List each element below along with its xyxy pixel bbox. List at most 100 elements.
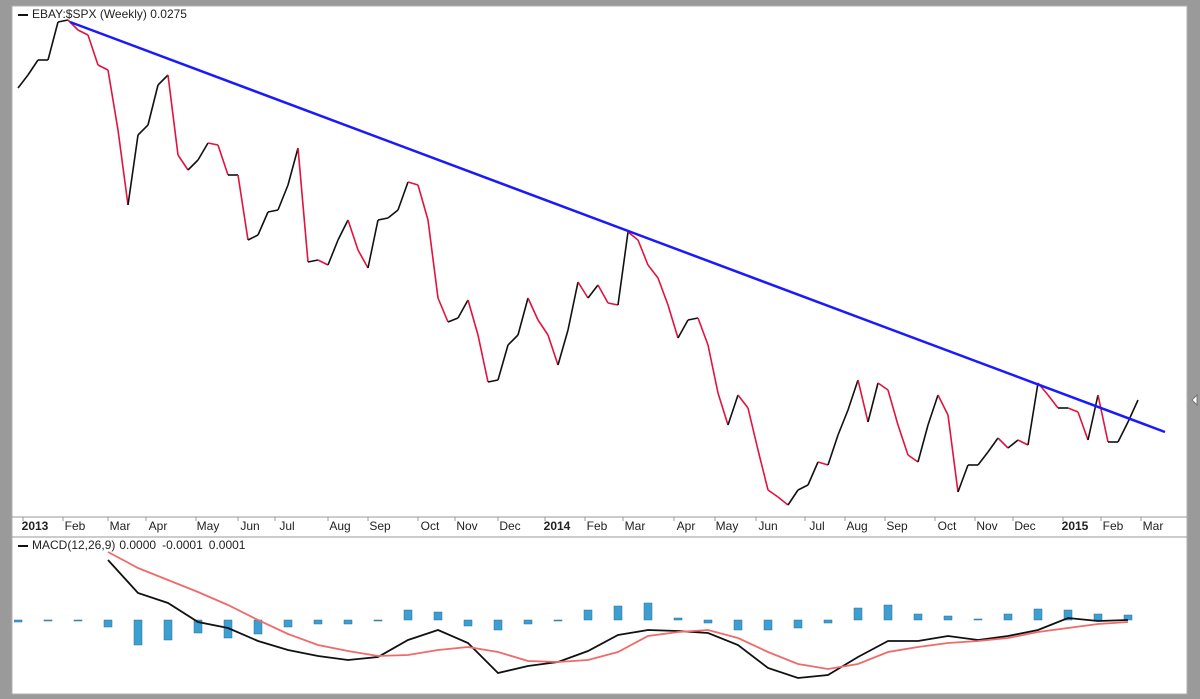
price-segment xyxy=(277,184,289,211)
price-segment xyxy=(897,424,909,456)
histogram-bar xyxy=(943,615,953,621)
price-segment xyxy=(857,379,869,423)
histogram-bar xyxy=(583,609,593,621)
histogram-bar xyxy=(1003,613,1013,621)
price-segment xyxy=(957,464,969,493)
price-segment xyxy=(1007,439,1019,449)
price-segment xyxy=(827,434,839,466)
last-value-marker xyxy=(1191,393,1198,407)
histogram-bar xyxy=(913,613,923,621)
price-segment xyxy=(87,34,99,66)
histogram-bar xyxy=(403,609,413,621)
price-segment xyxy=(727,394,739,426)
price-segment xyxy=(247,234,259,241)
price-segment xyxy=(1067,407,1079,413)
price-segment xyxy=(717,392,729,426)
x-tick-label: May xyxy=(197,519,220,533)
price-segment xyxy=(917,424,929,463)
price-segment xyxy=(637,239,649,266)
price-segment xyxy=(807,461,819,486)
histogram-bar xyxy=(643,602,653,621)
price-segment xyxy=(147,84,159,126)
price-segment xyxy=(537,319,549,336)
price-segment xyxy=(947,414,959,493)
price-segment xyxy=(867,382,879,423)
price-segment xyxy=(707,344,719,394)
histogram-bar xyxy=(163,619,173,641)
price-segment xyxy=(367,219,379,269)
price-segment xyxy=(1077,411,1089,441)
x-tick-label: Feb xyxy=(1103,519,1124,533)
price-segment xyxy=(407,181,419,186)
price-segment xyxy=(207,142,219,146)
histogram-bar xyxy=(73,619,83,622)
x-tick-label: Mar xyxy=(625,519,646,533)
price-segment xyxy=(197,142,209,161)
price-segment xyxy=(797,484,809,491)
price-segment xyxy=(1087,394,1099,441)
histogram-bar xyxy=(733,619,743,631)
price-segment xyxy=(137,124,149,136)
price-segment xyxy=(527,297,539,321)
price-segment xyxy=(187,159,199,171)
price-segment xyxy=(547,334,559,366)
price-segment xyxy=(467,299,479,336)
price-segment xyxy=(117,129,129,206)
histogram-bar xyxy=(373,619,383,622)
price-segment xyxy=(887,389,899,426)
price-segment xyxy=(837,409,849,436)
x-tick-label: Aug xyxy=(846,519,867,533)
price-segment xyxy=(1027,382,1039,446)
histogram-bar xyxy=(283,619,293,628)
x-tick-label: 2015 xyxy=(1062,519,1089,533)
x-tick-label: Dec xyxy=(1014,519,1035,533)
legend-value: 0.0001 xyxy=(209,538,246,552)
histogram-bar xyxy=(703,619,713,624)
histogram-bar xyxy=(883,604,893,621)
price-segment xyxy=(587,284,599,299)
price-segment xyxy=(847,379,859,411)
histogram-bar xyxy=(823,619,833,624)
price-segment xyxy=(607,302,619,306)
x-tick-label: Dec xyxy=(499,519,520,533)
x-tick-label: 2013 xyxy=(22,519,49,533)
histogram-bar xyxy=(763,619,773,631)
price-segment xyxy=(397,181,409,211)
x-tick-label: Feb xyxy=(65,519,86,533)
x-tick-label: Aug xyxy=(329,519,350,533)
histogram-bar xyxy=(43,619,53,622)
price-segment xyxy=(317,259,329,266)
histogram-bar xyxy=(1033,608,1043,621)
x-tick-label: Oct xyxy=(421,519,440,533)
price-segment xyxy=(57,19,69,23)
histogram-bar xyxy=(493,619,503,631)
histogram-bar xyxy=(433,611,443,621)
price-segment xyxy=(737,394,749,409)
price-segment xyxy=(127,134,139,206)
x-tick-label: Sep xyxy=(886,519,908,533)
price-segment xyxy=(297,147,309,263)
histogram-bar xyxy=(343,619,353,625)
price-segment xyxy=(697,317,709,346)
histogram-bar xyxy=(103,619,113,628)
histogram-bar xyxy=(133,619,143,646)
x-tick-label: 2014 xyxy=(544,519,571,533)
price-segment xyxy=(167,74,179,156)
price-segment xyxy=(497,344,509,381)
price-segment xyxy=(17,74,29,89)
price-segment xyxy=(667,304,679,339)
price-segment xyxy=(47,21,59,61)
panel xyxy=(11,5,1188,695)
price-segment xyxy=(417,184,429,221)
x-tick-label: Nov xyxy=(976,519,997,533)
x-tick-label: Nov xyxy=(456,519,477,533)
price-segment xyxy=(67,19,79,31)
histogram-bar xyxy=(853,607,863,621)
price-segment xyxy=(507,334,519,346)
price-segment xyxy=(517,297,529,336)
price-segment xyxy=(437,297,449,323)
price-segment xyxy=(687,317,699,321)
macd-line xyxy=(107,559,1129,679)
price-segment xyxy=(27,59,39,76)
